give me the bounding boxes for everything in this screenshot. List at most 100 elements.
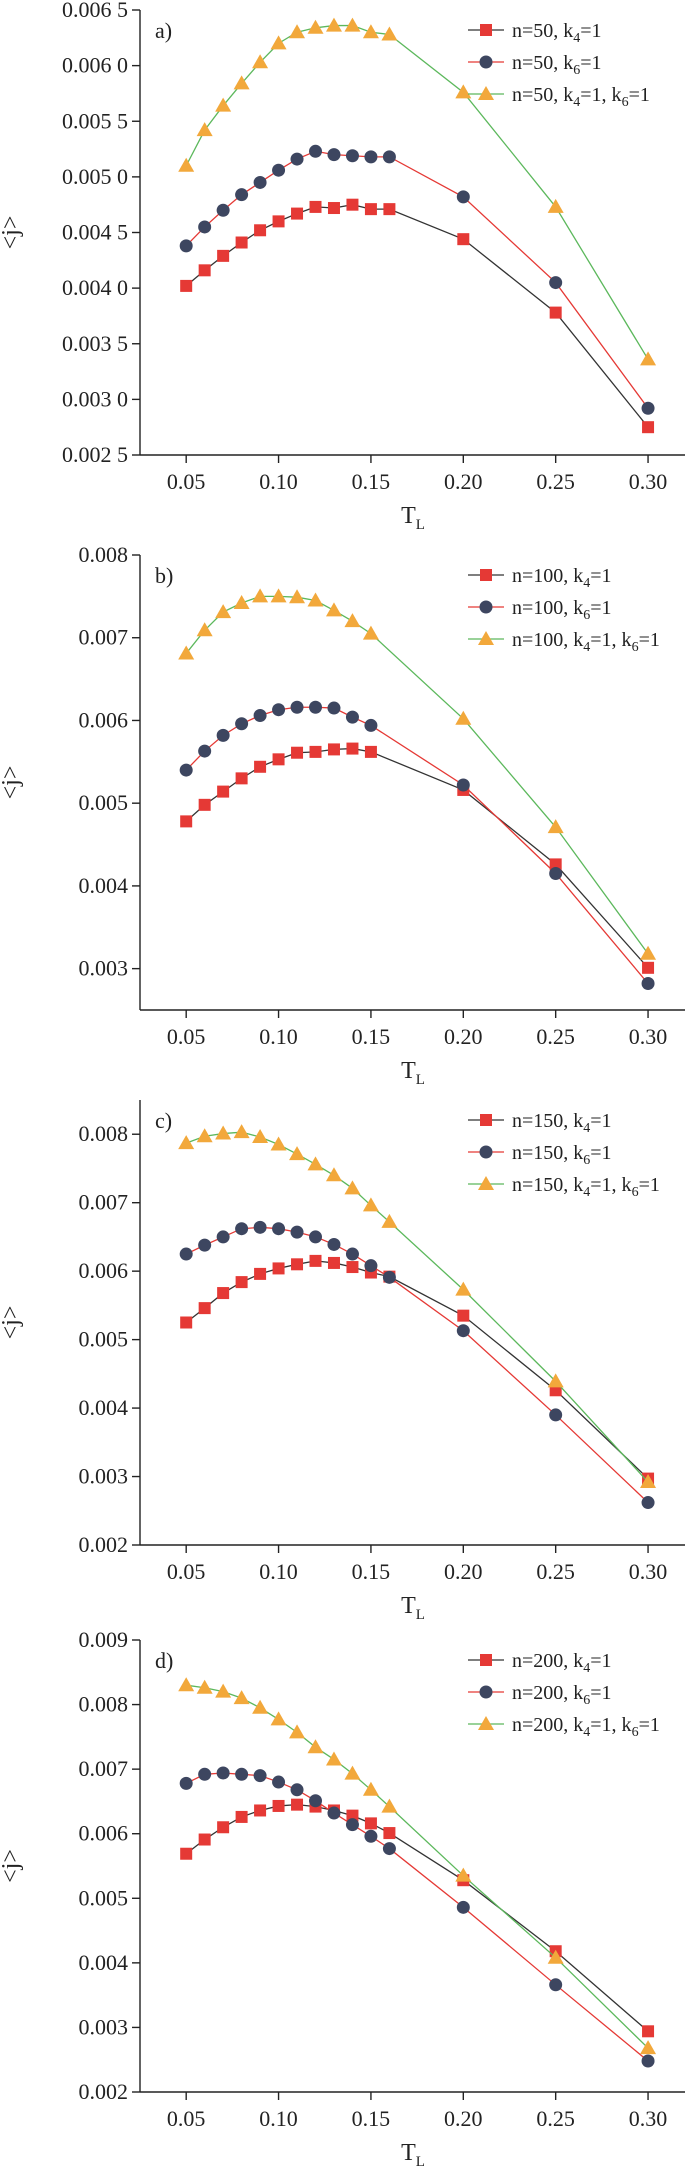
x-tick-label: 0.05 — [167, 2106, 206, 2131]
data-point-circle — [327, 1806, 341, 1820]
data-point-circle — [479, 1685, 493, 1699]
data-point-triangle — [215, 1683, 232, 1698]
data-point-square — [217, 785, 230, 798]
y-tick-label: 0.003 — [79, 1464, 129, 1489]
data-point-triangle — [178, 157, 195, 172]
y-tick-label: 0.003 0 — [62, 386, 128, 411]
data-point-circle — [345, 710, 359, 724]
data-point-circle — [345, 1818, 359, 1832]
data-point-circle — [345, 149, 359, 163]
y-tick-label: 0.007 — [79, 625, 129, 650]
y-tick-label: 0.008 — [79, 542, 129, 567]
series-3 — [178, 17, 657, 366]
data-point-triangle — [478, 631, 494, 645]
x-tick-label: 0.25 — [536, 1024, 575, 1049]
data-point-circle — [272, 163, 286, 177]
data-point-circle — [364, 1829, 378, 1843]
data-point-triangle — [547, 819, 564, 834]
data-point-triangle — [455, 84, 472, 99]
data-point-circle — [456, 190, 470, 204]
data-point-triangle — [478, 1176, 494, 1190]
y-tick-label: 0.009 — [79, 1627, 129, 1652]
series-2 — [179, 1220, 655, 1510]
y-axis-title: <j> — [0, 1849, 24, 1883]
data-point-triangle — [362, 1781, 379, 1796]
legend-label: n=150, k6=1 — [512, 1142, 612, 1168]
data-point-circle — [179, 1247, 193, 1261]
data-point-triangle — [325, 1167, 342, 1182]
data-point-square — [180, 279, 193, 292]
y-axis-title: <j> — [0, 1306, 24, 1340]
data-point-square — [291, 746, 304, 759]
legend-entry-3: n=200, k4=1, k6=1 — [468, 1714, 660, 1740]
series-2 — [179, 1766, 655, 2068]
series-2 — [179, 144, 655, 415]
data-point-circle — [235, 717, 249, 731]
data-point-triangle — [233, 75, 250, 90]
data-point-circle — [309, 700, 323, 714]
data-point-square — [272, 1799, 285, 1812]
x-axis-title: TL — [401, 1058, 425, 1088]
data-point-square — [198, 264, 211, 277]
data-point-square — [180, 1316, 193, 1329]
series-3 — [178, 588, 657, 960]
data-point-square — [254, 760, 267, 773]
data-point-square — [180, 815, 193, 828]
chart-panel-a: 0.002 5 0.003 0 0.003 5 0.004 0 0.004 5 0.005… — [0, 0, 685, 533]
data-point-triangle — [215, 604, 232, 619]
y-tick-label: 0.004 — [79, 1950, 129, 1975]
data-point-triangle — [455, 1867, 472, 1882]
data-point-triangle — [270, 588, 287, 603]
legend-label: n=100, k4=1, k6=1 — [512, 629, 660, 655]
data-point-square — [235, 772, 248, 785]
legend-label: n=100, k4=1 — [512, 565, 612, 591]
data-point-triangle — [325, 17, 342, 32]
data-point-square — [235, 1276, 248, 1289]
data-point-triangle — [270, 1711, 287, 1726]
x-axis-title: TL — [401, 1593, 425, 1623]
data-point-triangle — [215, 1125, 232, 1140]
x-tick-label: 0.30 — [629, 469, 668, 494]
data-point-circle — [253, 175, 267, 189]
data-point-square — [642, 2025, 655, 2038]
data-point-square — [235, 1810, 248, 1823]
data-point-circle — [479, 55, 493, 69]
data-point-circle — [235, 1767, 249, 1781]
data-point-square — [457, 1309, 470, 1322]
chart-panel-b: 0.003 0.004 0.005 0.006 0.007 0.008 0.05 0.10 0.… — [0, 542, 685, 1088]
y-tick-label: 0.003 5 — [62, 331, 128, 356]
x-tick-label: 0.10 — [259, 1024, 298, 1049]
data-point-square — [198, 798, 211, 811]
x-axis-title: TL — [401, 2140, 425, 2170]
data-point-triangle — [381, 1798, 398, 1813]
legend-entry-3: n=100, k4=1, k6=1 — [468, 629, 660, 655]
data-point-square — [364, 745, 377, 758]
x-tick-label: 0.30 — [629, 1559, 668, 1584]
data-point-triangle — [307, 1156, 324, 1171]
legend-label: n=50, k4=1 — [512, 20, 602, 46]
data-point-square — [254, 1804, 267, 1817]
data-point-triangle — [478, 86, 494, 100]
data-point-square — [364, 203, 377, 216]
data-point-square — [457, 233, 470, 246]
data-point-square — [309, 745, 322, 758]
data-point-circle — [549, 1978, 563, 1992]
data-point-circle — [641, 2054, 655, 2068]
legend-entry-2: n=150, k6=1 — [468, 1142, 612, 1168]
legend-entry-1: n=200, k4=1 — [468, 1650, 612, 1676]
y-tick-label: 0.006 — [79, 1821, 129, 1846]
data-point-square — [364, 1817, 377, 1830]
data-point-triangle — [344, 1765, 361, 1780]
data-point-circle — [216, 728, 230, 742]
x-tick-label: 0.15 — [352, 2106, 391, 2131]
panel-label: a) — [155, 18, 172, 43]
y-tick-label: 0.004 — [79, 1395, 129, 1420]
data-point-circle — [272, 1775, 286, 1789]
data-point-triangle — [325, 602, 342, 617]
data-point-square — [480, 24, 492, 36]
data-point-square — [291, 1798, 304, 1811]
y-axis-title: <j> — [0, 766, 24, 800]
data-point-square — [309, 200, 322, 213]
legend-label: n=200, k4=1, k6=1 — [512, 1714, 660, 1740]
